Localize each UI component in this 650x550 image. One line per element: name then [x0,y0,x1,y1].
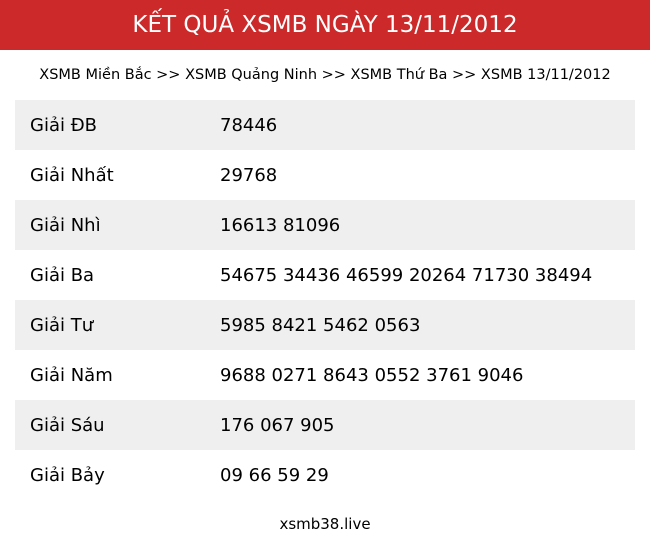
prize-value: 176 067 905 [220,414,335,436]
prize-label: Giải Tư [30,314,94,336]
table-row: Giải Ba 54675 34436 46599 20264 71730 384… [15,250,635,300]
table-row: Giải Nhất 29768 [15,150,635,200]
prize-label: Giải Bảy [30,464,105,486]
prize-label: Giải Sáu [30,414,105,436]
table-row: Giải Bảy 09 66 59 29 [15,450,635,500]
prize-label: Giải Năm [30,364,113,386]
prize-value: 54675 34436 46599 20264 71730 38494 [220,264,593,286]
prize-label: Giải ĐB [30,114,97,136]
table-row: Giải ĐB 78446 [15,100,635,150]
table-row: Giải Sáu 176 067 905 [15,400,635,450]
page-title: KẾT QUẢ XSMB NGÀY 13/11/2012 [132,12,518,38]
table-row: Giải Nhì 16613 81096 [15,200,635,250]
prize-value: 16613 81096 [220,214,341,236]
footer-site-name: xsmb38.live [279,515,371,533]
prize-label: Giải Ba [30,264,95,286]
table-row: Giải Tư 5985 8421 5462 0563 [15,300,635,350]
results-table: Giải ĐB 78446 Giải Nhất 29768 Giải Nhì 1661… [15,100,635,500]
prize-value: 9688 0271 8643 0552 3761 9046 [220,364,524,386]
prize-value: 09 66 59 29 [220,464,329,486]
prize-value: 5985 8421 5462 0563 [220,314,421,336]
table-row: Giải Năm 9688 0271 8643 0552 3761 9046 [15,350,635,400]
prize-value: 29768 [220,164,278,186]
breadcrumb: XSMB Miền Bắc >> XSMB Quảng Ninh >> XSMB… [39,67,611,83]
prize-label: Giải Nhất [30,164,114,186]
prize-label: Giải Nhì [30,214,101,236]
page-header: KẾT QUẢ XSMB NGÀY 13/11/2012 [0,0,650,50]
prize-value: 78446 [220,114,278,136]
